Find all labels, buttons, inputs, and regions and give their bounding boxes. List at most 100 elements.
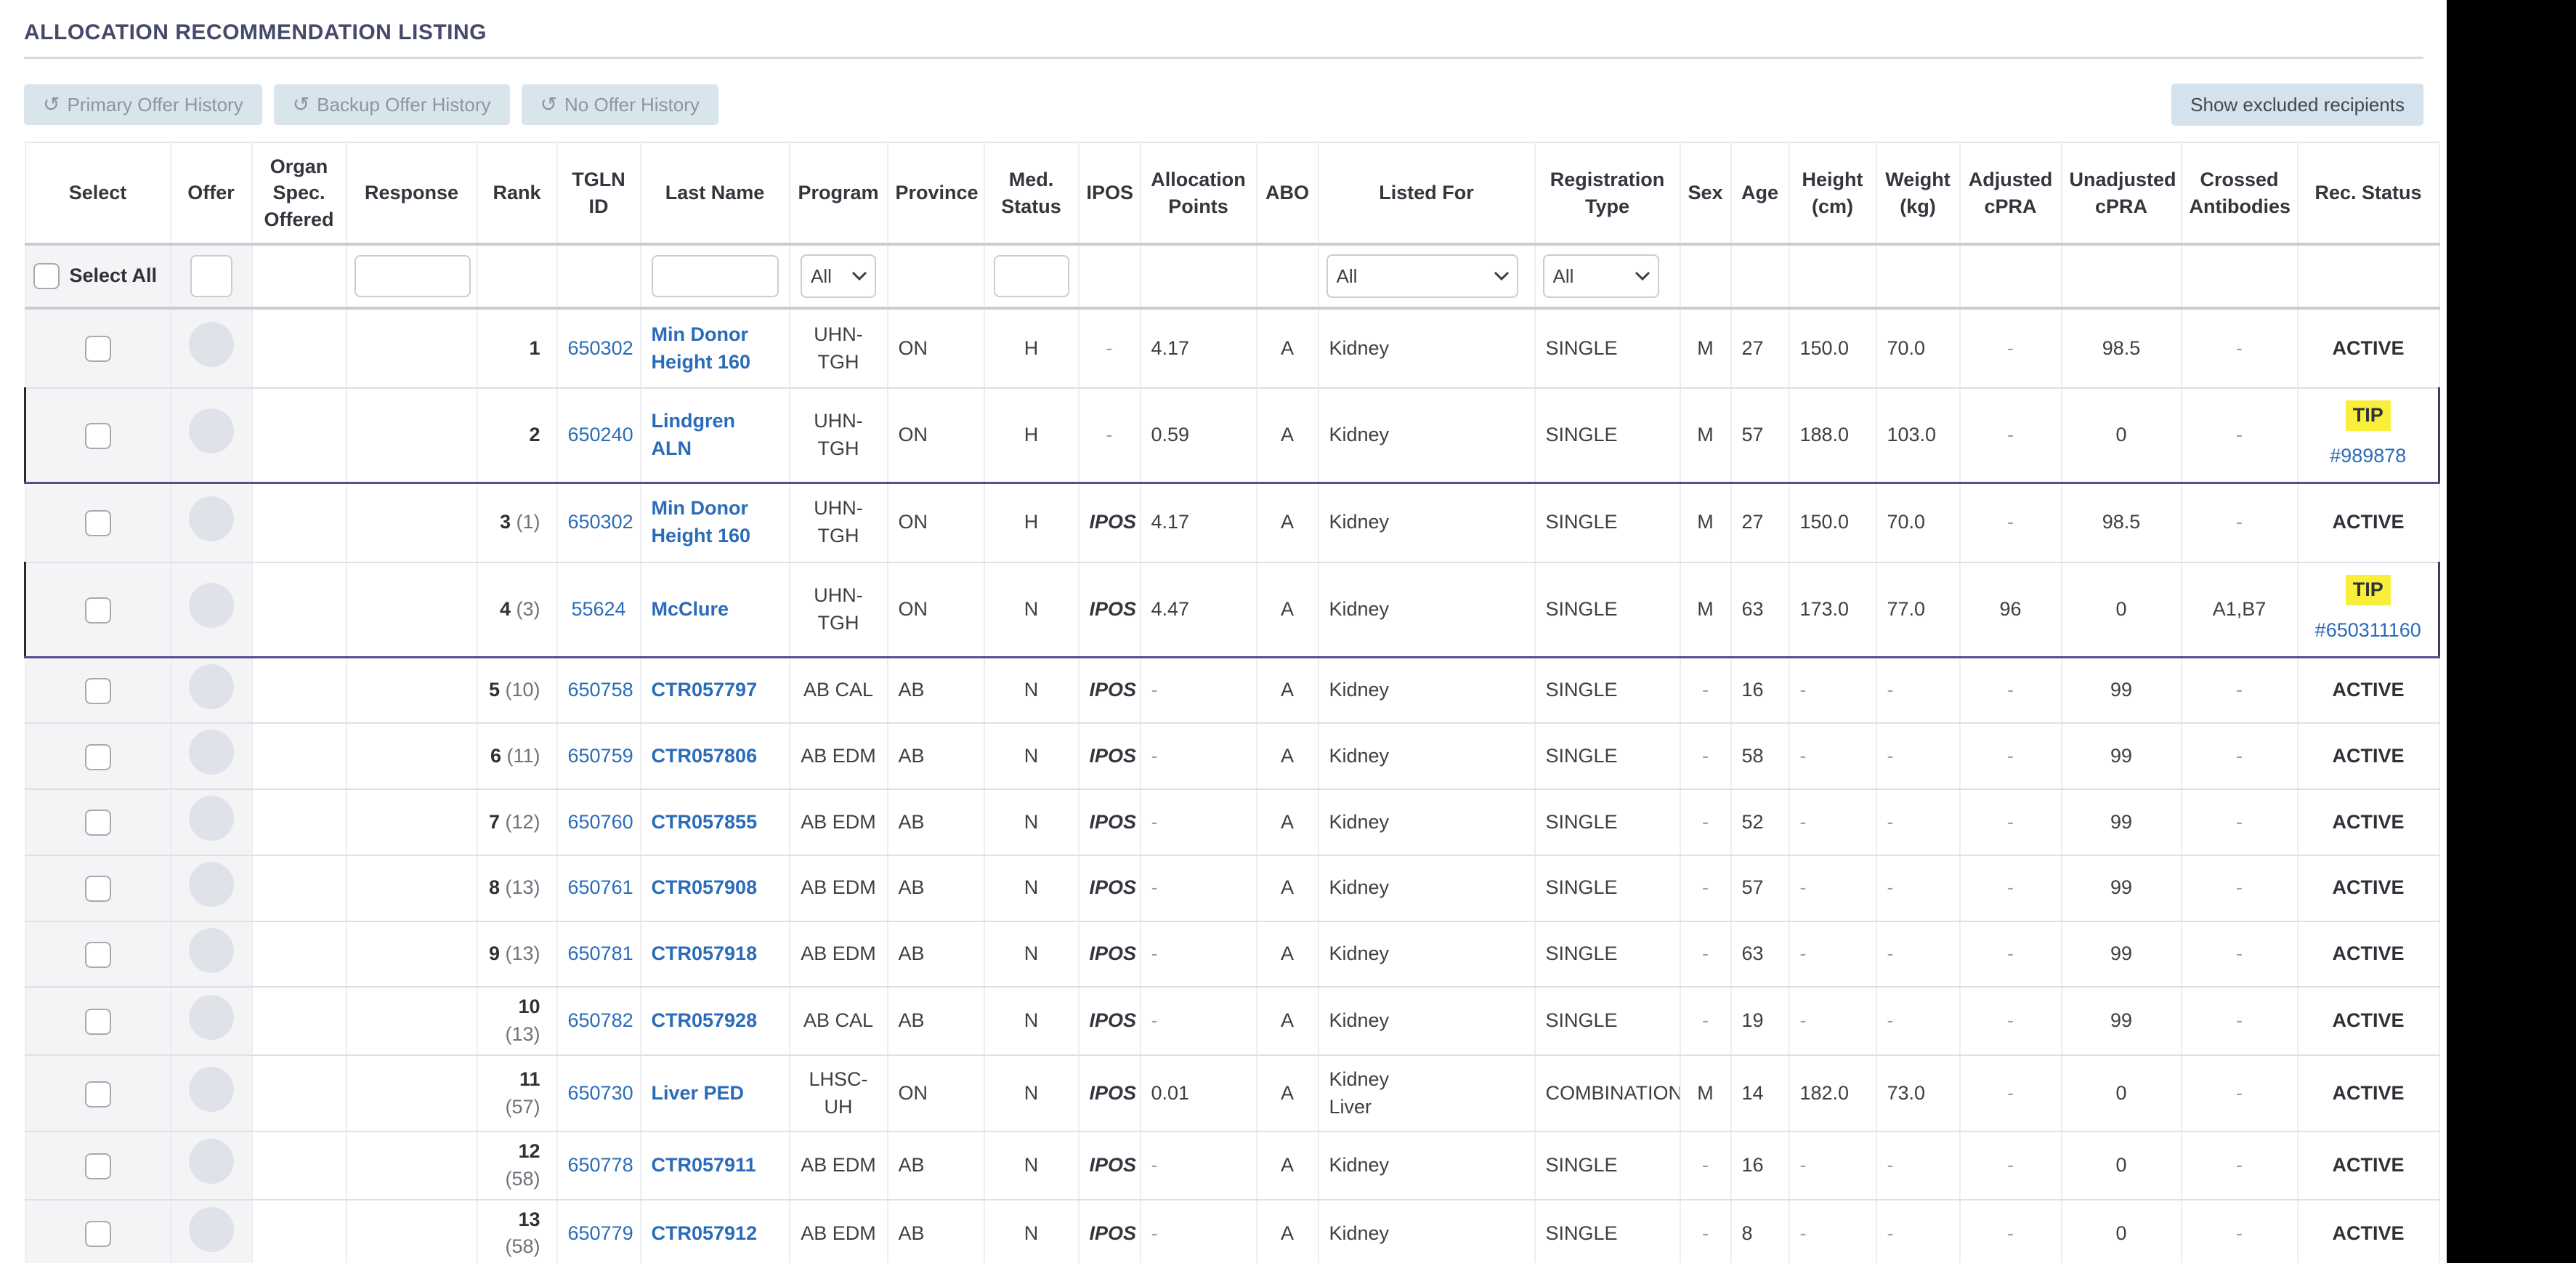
offer-radio-indicator[interactable] bbox=[188, 663, 234, 709]
offer-radio-indicator[interactable] bbox=[188, 322, 234, 368]
tgln-id-link[interactable]: 650302 bbox=[567, 336, 633, 359]
tgln-id-link[interactable]: 650302 bbox=[567, 511, 633, 533]
offer-radio-indicator[interactable] bbox=[188, 1207, 234, 1253]
row-checkbox[interactable] bbox=[84, 1081, 111, 1107]
tgln-id-link[interactable]: 650761 bbox=[567, 876, 633, 899]
med-status-value: N bbox=[1024, 1153, 1039, 1176]
offer-radio-indicator[interactable] bbox=[188, 730, 234, 775]
offer-radio-indicator[interactable] bbox=[188, 408, 234, 454]
row-checkbox[interactable] bbox=[84, 743, 111, 770]
last-name-link[interactable]: CTR057806 bbox=[651, 744, 758, 767]
offer-radio-indicator[interactable] bbox=[188, 1139, 234, 1185]
last-name-link[interactable]: CTR057911 bbox=[651, 1153, 756, 1176]
weight-value: 103.0 bbox=[1887, 423, 1937, 445]
rank-number: 11 bbox=[519, 1068, 540, 1090]
row-checkbox[interactable] bbox=[84, 510, 111, 537]
allocation-points-value: - bbox=[1151, 1009, 1158, 1032]
tgln-id-link[interactable]: 650240 bbox=[567, 423, 633, 445]
height-cell: - bbox=[1788, 921, 1877, 988]
offer-radio-indicator[interactable] bbox=[188, 861, 234, 907]
row-checkbox[interactable] bbox=[84, 422, 111, 449]
registration-type-filter-select[interactable]: All bbox=[1542, 254, 1659, 298]
rank-number: 5 bbox=[488, 679, 500, 701]
tgln-id-link[interactable]: 650782 bbox=[567, 1009, 633, 1032]
weight-cell: 77.0 bbox=[1875, 562, 1961, 658]
row-checkbox[interactable] bbox=[84, 597, 111, 624]
offer-radio-indicator[interactable] bbox=[188, 496, 234, 541]
active-status-label: ACTIVE bbox=[2332, 1009, 2405, 1032]
last-name-link[interactable]: CTR057855 bbox=[651, 810, 758, 833]
med-status-value: N bbox=[1024, 1081, 1039, 1104]
tgln-id-link[interactable]: 55624 bbox=[571, 597, 626, 620]
age-cell: 16 bbox=[1730, 657, 1790, 725]
last-name-link[interactable]: Min Donor Height 160 bbox=[651, 323, 751, 373]
listed-for-cell: Kidney bbox=[1317, 308, 1536, 389]
program-filter-select[interactable]: All bbox=[801, 254, 876, 298]
tgln-id-link[interactable]: 650781 bbox=[567, 943, 633, 965]
age-cell: 57 bbox=[1730, 387, 1790, 484]
province-cell: AB bbox=[886, 1131, 985, 1201]
tgln-id-link[interactable]: 650758 bbox=[567, 679, 633, 701]
row-checkbox[interactable] bbox=[84, 810, 111, 836]
tgln-id-link[interactable]: 650730 bbox=[567, 1081, 633, 1104]
offer-filter-input[interactable] bbox=[190, 255, 232, 297]
row-checkbox[interactable] bbox=[84, 336, 111, 363]
registration-type-value: SINGLE bbox=[1545, 744, 1618, 767]
age-value: 63 bbox=[1741, 943, 1764, 965]
last-name-link[interactable]: Liver PED bbox=[651, 1081, 745, 1104]
tgln-id-link[interactable]: 650760 bbox=[567, 810, 633, 833]
tip-reference-link[interactable]: #989878 bbox=[2330, 444, 2407, 467]
tgln-id-link[interactable]: 650778 bbox=[567, 1153, 633, 1176]
offer-cell bbox=[169, 723, 253, 791]
offer-radio-indicator[interactable] bbox=[188, 994, 234, 1040]
row-checkbox[interactable] bbox=[84, 677, 111, 704]
filter-row: Select All All bbox=[24, 244, 2440, 310]
abo-cell: A bbox=[1255, 723, 1319, 791]
offer-radio-indicator[interactable] bbox=[188, 796, 234, 842]
tgln-id-cell: 650760 bbox=[556, 789, 641, 856]
rank-secondary: (13) bbox=[505, 1023, 540, 1046]
tgln-id-link[interactable]: 650759 bbox=[567, 744, 633, 767]
province-value: ON bbox=[898, 1081, 928, 1104]
select-cell bbox=[24, 1199, 171, 1263]
row-checkbox[interactable] bbox=[84, 942, 111, 969]
row-checkbox[interactable] bbox=[84, 876, 111, 903]
offer-radio-indicator[interactable] bbox=[188, 1067, 234, 1113]
primary-offer-history-button[interactable]: ↺ Primary Offer History bbox=[24, 84, 262, 125]
offer-radio-indicator[interactable] bbox=[188, 927, 234, 973]
row-checkbox[interactable] bbox=[84, 1009, 111, 1036]
last-name-filter-input[interactable] bbox=[651, 255, 779, 297]
rank-cell: 1 bbox=[476, 308, 558, 389]
show-excluded-recipients-button[interactable]: Show excluded recipients bbox=[2171, 84, 2423, 126]
last-name-link[interactable]: CTR057912 bbox=[651, 1222, 758, 1244]
select-all-checkbox[interactable] bbox=[33, 262, 60, 289]
row-checkbox[interactable] bbox=[84, 1221, 111, 1248]
adjusted-cpra-value: - bbox=[2007, 744, 2014, 767]
last-name-link[interactable]: Min Donor Height 160 bbox=[651, 497, 751, 547]
ipos-cell: IPOS bbox=[1077, 921, 1141, 988]
med-status-filter-input[interactable] bbox=[993, 255, 1069, 297]
last-name-link[interactable]: CTR057928 bbox=[651, 1009, 758, 1032]
rec-status-cell: ACTIVE bbox=[2296, 1199, 2440, 1263]
crossed-antibodies-value: - bbox=[2236, 1009, 2243, 1032]
crossed-antibodies-value: - bbox=[2236, 1081, 2243, 1104]
adjusted-cpra-cell: 96 bbox=[1959, 562, 2062, 658]
tip-reference-link[interactable]: #650311160 bbox=[2314, 618, 2421, 641]
last-name-link[interactable]: Lindgren ALN bbox=[651, 409, 736, 459]
offer-radio-indicator[interactable] bbox=[188, 583, 234, 629]
last-name-link[interactable]: McClure bbox=[651, 597, 729, 620]
last-name-link[interactable]: CTR057918 bbox=[651, 943, 758, 965]
no-offer-history-button[interactable]: ↺ No Offer History bbox=[521, 84, 718, 125]
last-name-link[interactable]: CTR057908 bbox=[651, 876, 758, 899]
last-name-link[interactable]: CTR057797 bbox=[651, 679, 758, 701]
rank-secondary: (12) bbox=[499, 810, 540, 833]
height-cell: - bbox=[1788, 855, 1877, 922]
row-checkbox[interactable] bbox=[84, 1153, 111, 1179]
backup-offer-history-button[interactable]: ↺ Backup Offer History bbox=[273, 84, 510, 125]
rec-status-cell: ACTIVE bbox=[2296, 1131, 2440, 1201]
response-filter-input[interactable] bbox=[354, 255, 471, 297]
listed-for-filter-select[interactable]: All bbox=[1326, 254, 1518, 298]
abo-value: A bbox=[1280, 679, 1294, 701]
crossed-antibodies-cell: - bbox=[2180, 1199, 2298, 1263]
tgln-id-link[interactable]: 650779 bbox=[567, 1222, 633, 1244]
